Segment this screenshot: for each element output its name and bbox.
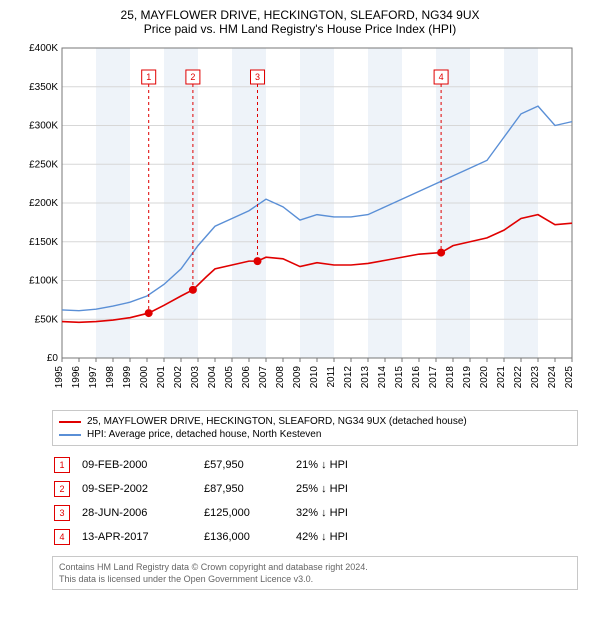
svg-text:1999: 1999 [122, 366, 133, 389]
svg-text:£0: £0 [47, 353, 59, 364]
svg-text:1996: 1996 [71, 366, 82, 389]
sales-row: 2 09-SEP-2002£87,95025% ↓ HPI [54, 478, 358, 500]
svg-text:2018: 2018 [445, 366, 456, 389]
svg-text:2006: 2006 [241, 366, 252, 389]
svg-text:1998: 1998 [105, 366, 116, 389]
svg-text:1: 1 [146, 72, 151, 82]
svg-text:2020: 2020 [479, 366, 490, 389]
svg-text:2003: 2003 [190, 366, 201, 389]
legend-swatch [59, 434, 81, 436]
marker-n-cell: 1 [54, 454, 80, 476]
line-chart-svg: £0 £50K £100K £150K £200K £250K £300K £350K £400… [20, 42, 580, 402]
sale-date: 13-APR-2017 [82, 526, 202, 548]
sale-vs-hpi: 32% ↓ HPI [296, 502, 358, 524]
footer-attribution: Contains HM Land Registry data © Crown c… [52, 556, 578, 590]
sale-vs-hpi: 21% ↓ HPI [296, 454, 358, 476]
svg-text:4: 4 [439, 72, 444, 82]
sale-price: £57,950 [204, 454, 294, 476]
svg-text:2010: 2010 [309, 366, 320, 389]
svg-text:2011: 2011 [326, 366, 337, 388]
down-arrow-icon: ↓ [321, 531, 327, 543]
sale-price: £136,000 [204, 526, 294, 548]
sales-table: 1 09-FEB-2000£57,95021% ↓ HPI 2 09-SEP-2002… [52, 452, 360, 550]
svg-text:£100K: £100K [29, 276, 58, 287]
svg-text:2001: 2001 [156, 366, 167, 389]
svg-text:2014: 2014 [377, 366, 388, 389]
svg-text:2: 2 [190, 72, 195, 82]
svg-text:2015: 2015 [394, 366, 405, 389]
marker-n-cell: 3 [54, 502, 80, 524]
sales-row: 4 13-APR-2017£136,00042% ↓ HPI [54, 526, 358, 548]
svg-text:2017: 2017 [428, 366, 439, 389]
svg-text:£150K: £150K [29, 237, 58, 248]
sale-date: 09-FEB-2000 [82, 454, 202, 476]
svg-text:2025: 2025 [564, 366, 575, 389]
svg-text:2012: 2012 [343, 366, 354, 389]
legend-row: HPI: Average price, detached house, Nort… [59, 428, 571, 441]
sale-vs-hpi: 25% ↓ HPI [296, 478, 358, 500]
marker-number-box: 1 [54, 457, 70, 473]
sale-vs-hpi: 42% ↓ HPI [296, 526, 358, 548]
sale-price: £125,000 [204, 502, 294, 524]
marker-number-box: 3 [54, 505, 70, 521]
svg-text:£200K: £200K [29, 198, 58, 209]
title-line-1: 25, MAYFLOWER DRIVE, HECKINGTON, SLEAFOR… [10, 8, 590, 22]
svg-text:2019: 2019 [462, 366, 473, 389]
sale-date: 28-JUN-2006 [82, 502, 202, 524]
footer-line-2: This data is licensed under the Open Gov… [59, 573, 571, 585]
svg-text:2024: 2024 [547, 366, 558, 389]
svg-text:2013: 2013 [360, 366, 371, 389]
down-arrow-icon: ↓ [321, 459, 327, 471]
legend-label: HPI: Average price, detached house, Nort… [87, 429, 321, 440]
svg-text:£300K: £300K [29, 121, 58, 132]
legend-row: 25, MAYFLOWER DRIVE, HECKINGTON, SLEAFOR… [59, 415, 571, 428]
marker-number-box: 4 [54, 529, 70, 545]
svg-text:2023: 2023 [530, 366, 541, 389]
svg-text:1995: 1995 [54, 366, 65, 389]
svg-text:2009: 2009 [292, 366, 303, 389]
svg-text:2005: 2005 [224, 366, 235, 389]
svg-text:2021: 2021 [496, 366, 507, 389]
marker-n-cell: 4 [54, 526, 80, 548]
svg-text:£250K: £250K [29, 159, 58, 170]
svg-text:2008: 2008 [275, 366, 286, 389]
sale-date: 09-SEP-2002 [82, 478, 202, 500]
svg-text:£350K: £350K [29, 82, 58, 93]
svg-text:2022: 2022 [513, 366, 524, 389]
sales-row: 1 09-FEB-2000£57,95021% ↓ HPI [54, 454, 358, 476]
sale-price: £87,950 [204, 478, 294, 500]
footer-line-1: Contains HM Land Registry data © Crown c… [59, 561, 571, 573]
svg-text:£400K: £400K [29, 43, 58, 54]
svg-text:£50K: £50K [35, 314, 59, 325]
marker-number-box: 2 [54, 481, 70, 497]
svg-text:2002: 2002 [173, 366, 184, 389]
svg-text:2016: 2016 [411, 366, 422, 389]
legend-swatch [59, 421, 81, 423]
down-arrow-icon: ↓ [321, 483, 327, 495]
svg-text:2004: 2004 [207, 366, 218, 389]
chart-container: 25, MAYFLOWER DRIVE, HECKINGTON, SLEAFOR… [0, 0, 600, 600]
legend-box: 25, MAYFLOWER DRIVE, HECKINGTON, SLEAFOR… [52, 410, 578, 446]
svg-text:3: 3 [255, 72, 260, 82]
svg-text:1997: 1997 [88, 366, 99, 389]
svg-text:2000: 2000 [139, 366, 150, 389]
marker-n-cell: 2 [54, 478, 80, 500]
svg-text:2007: 2007 [258, 366, 269, 389]
down-arrow-icon: ↓ [321, 507, 327, 519]
legend-label: 25, MAYFLOWER DRIVE, HECKINGTON, SLEAFOR… [87, 416, 467, 427]
chart-area: £0 £50K £100K £150K £200K £250K £300K £350K £400… [20, 42, 580, 402]
sales-row: 3 28-JUN-2006£125,00032% ↓ HPI [54, 502, 358, 524]
title-line-2: Price paid vs. HM Land Registry's House … [10, 22, 590, 36]
